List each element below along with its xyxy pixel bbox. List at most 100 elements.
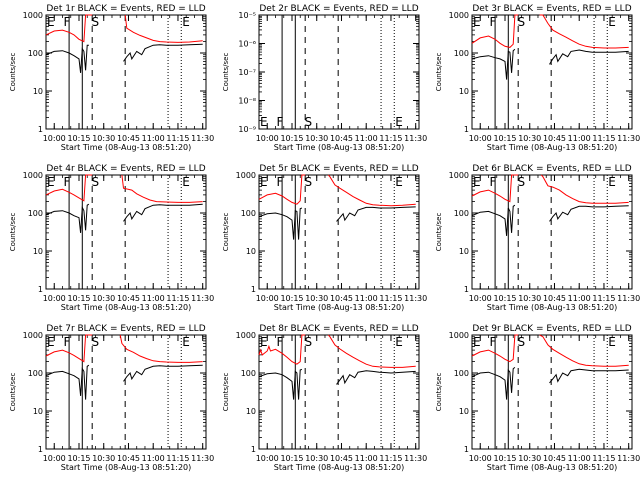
y-tick-label: 1000	[23, 11, 43, 20]
lld-rate-line	[539, 14, 629, 49]
x-tick-label: 10:15	[280, 454, 303, 463]
x-tick-label: 11:15	[379, 294, 402, 303]
events-rate-line	[471, 48, 516, 80]
detector-panel-8: Det 8r BLACK = Events, RED = LLD Counts/s…	[222, 324, 427, 472]
panel-title: Det 2r BLACK = Events, RED = LLD	[259, 4, 418, 14]
y-tick-label: 10⁻⁹	[238, 125, 256, 134]
x-tick-label: 10:15	[67, 294, 90, 303]
y-tick-label: 100	[454, 209, 469, 218]
x-axis-label: Start Time (08-Aug-13 08:51:20)	[487, 463, 618, 472]
x-tick-label: 10:30	[92, 454, 115, 463]
x-tick-label: 11:00	[355, 454, 378, 463]
x-tick-label: 10:30	[518, 134, 541, 143]
x-axis-label: Start Time (08-Aug-13 08:51:20)	[61, 143, 192, 152]
y-tick-label: 1000	[449, 331, 469, 340]
y-tick-label: 1000	[449, 11, 469, 20]
phase-marker-label: F	[276, 335, 283, 349]
plot-frame	[258, 14, 420, 130]
x-tick-label: 10:45	[543, 454, 566, 463]
x-tick-label: 11:00	[568, 134, 591, 143]
y-tick-label: 100	[28, 369, 43, 378]
y-tick-label: 100	[28, 49, 43, 58]
x-tick-label: 11:30	[191, 294, 214, 303]
events-rate-line	[336, 206, 416, 222]
phase-marker-label: E	[473, 175, 481, 189]
x-tick-label: 10:45	[543, 294, 566, 303]
phase-marker-label: E	[47, 175, 55, 189]
y-axis-label: Counts/sec	[222, 53, 230, 92]
x-tick-label: 10:45	[330, 294, 353, 303]
plot-frame	[258, 334, 420, 450]
x-tick-label: 10:30	[305, 454, 328, 463]
lld-rate-line	[471, 14, 519, 48]
x-tick-label: 11:30	[191, 134, 214, 143]
x-tick-label: 10:15	[280, 294, 303, 303]
x-tick-label: 10:00	[256, 454, 279, 463]
events-rate-line	[123, 364, 203, 382]
panel-title: Det 3r BLACK = Events, RED = LLD	[472, 4, 631, 14]
x-axis-label: Start Time (08-Aug-13 08:51:20)	[61, 463, 192, 472]
y-tick-label: 1000	[23, 331, 43, 340]
x-tick-label: 10:30	[518, 454, 541, 463]
y-tick-label: 10	[459, 247, 469, 256]
y-tick-label: 10	[246, 407, 256, 416]
phase-marker-label: E	[47, 15, 55, 29]
y-axis-label: Counts/sec	[222, 213, 230, 252]
events-rate-line	[549, 368, 629, 384]
x-tick-label: 10:30	[92, 294, 115, 303]
y-tick-label: 1	[464, 285, 469, 294]
y-axis-label: Counts/sec	[435, 53, 443, 92]
detector-panel-6: Det 6r BLACK = Events, RED = LLD Counts/s…	[435, 164, 640, 312]
events-rate-line	[45, 203, 90, 233]
phase-marker-label: E	[260, 335, 268, 349]
y-axis-label: Counts/sec	[435, 373, 443, 412]
y-tick-label: 1000	[449, 171, 469, 180]
x-tick-label: 11:30	[617, 134, 640, 143]
phase-marker-label: E	[608, 175, 616, 189]
phase-marker-label: F	[276, 115, 283, 129]
events-rate-line	[123, 203, 203, 222]
y-tick-label: 10	[33, 247, 43, 256]
events-rate-line	[45, 364, 90, 400]
lld-rate-line	[471, 334, 519, 363]
panel-title: Det 8r BLACK = Events, RED = LLD	[259, 324, 418, 334]
phase-marker-label: S	[305, 175, 313, 189]
phase-marker-label: E	[182, 15, 190, 29]
y-axis-label: Counts/sec	[9, 53, 17, 92]
phase-marker-label: F	[63, 175, 70, 189]
lld-rate-line	[124, 14, 203, 43]
detector-panel-7: Det 7r BLACK = Events, RED = LLD Counts/s…	[9, 324, 214, 472]
y-tick-label: 1	[38, 125, 43, 134]
phase-marker-label: E	[395, 335, 403, 349]
phase-marker-label: S	[518, 15, 526, 29]
phase-marker-label: F	[276, 175, 283, 189]
phase-marker-label: F	[63, 335, 70, 349]
y-tick-label: 100	[454, 369, 469, 378]
y-tick-label: 10	[33, 87, 43, 96]
x-axis-label: Start Time (08-Aug-13 08:51:20)	[274, 143, 405, 152]
lld-rate-line	[539, 334, 629, 367]
x-tick-label: 10:15	[67, 454, 90, 463]
x-axis-label: Start Time (08-Aug-13 08:51:20)	[61, 303, 192, 312]
phase-marker-label: F	[489, 335, 496, 349]
lld-rate-line	[471, 174, 519, 203]
x-tick-label: 10:15	[67, 134, 90, 143]
y-tick-label: 10⁻⁵	[238, 11, 256, 20]
phase-marker-label: S	[518, 335, 526, 349]
y-tick-label: 1000	[236, 171, 256, 180]
phase-marker-label: S	[518, 175, 526, 189]
x-tick-label: 10:00	[43, 134, 66, 143]
phase-marker-label: S	[92, 175, 100, 189]
detector-panel-3: Det 3r BLACK = Events, RED = LLD Counts/s…	[435, 4, 640, 152]
lld-rate-line	[45, 174, 93, 202]
lld-rate-line	[327, 174, 416, 207]
x-tick-label: 11:30	[191, 454, 214, 463]
phase-marker-label: E	[260, 175, 268, 189]
x-tick-label: 11:00	[142, 294, 165, 303]
x-tick-label: 10:45	[117, 294, 140, 303]
panel-title: Det 4r BLACK = Events, RED = LLD	[46, 164, 205, 174]
plot-frame	[45, 14, 207, 130]
x-tick-label: 10:00	[43, 294, 66, 303]
y-tick-label: 10⁻⁶	[238, 40, 256, 49]
